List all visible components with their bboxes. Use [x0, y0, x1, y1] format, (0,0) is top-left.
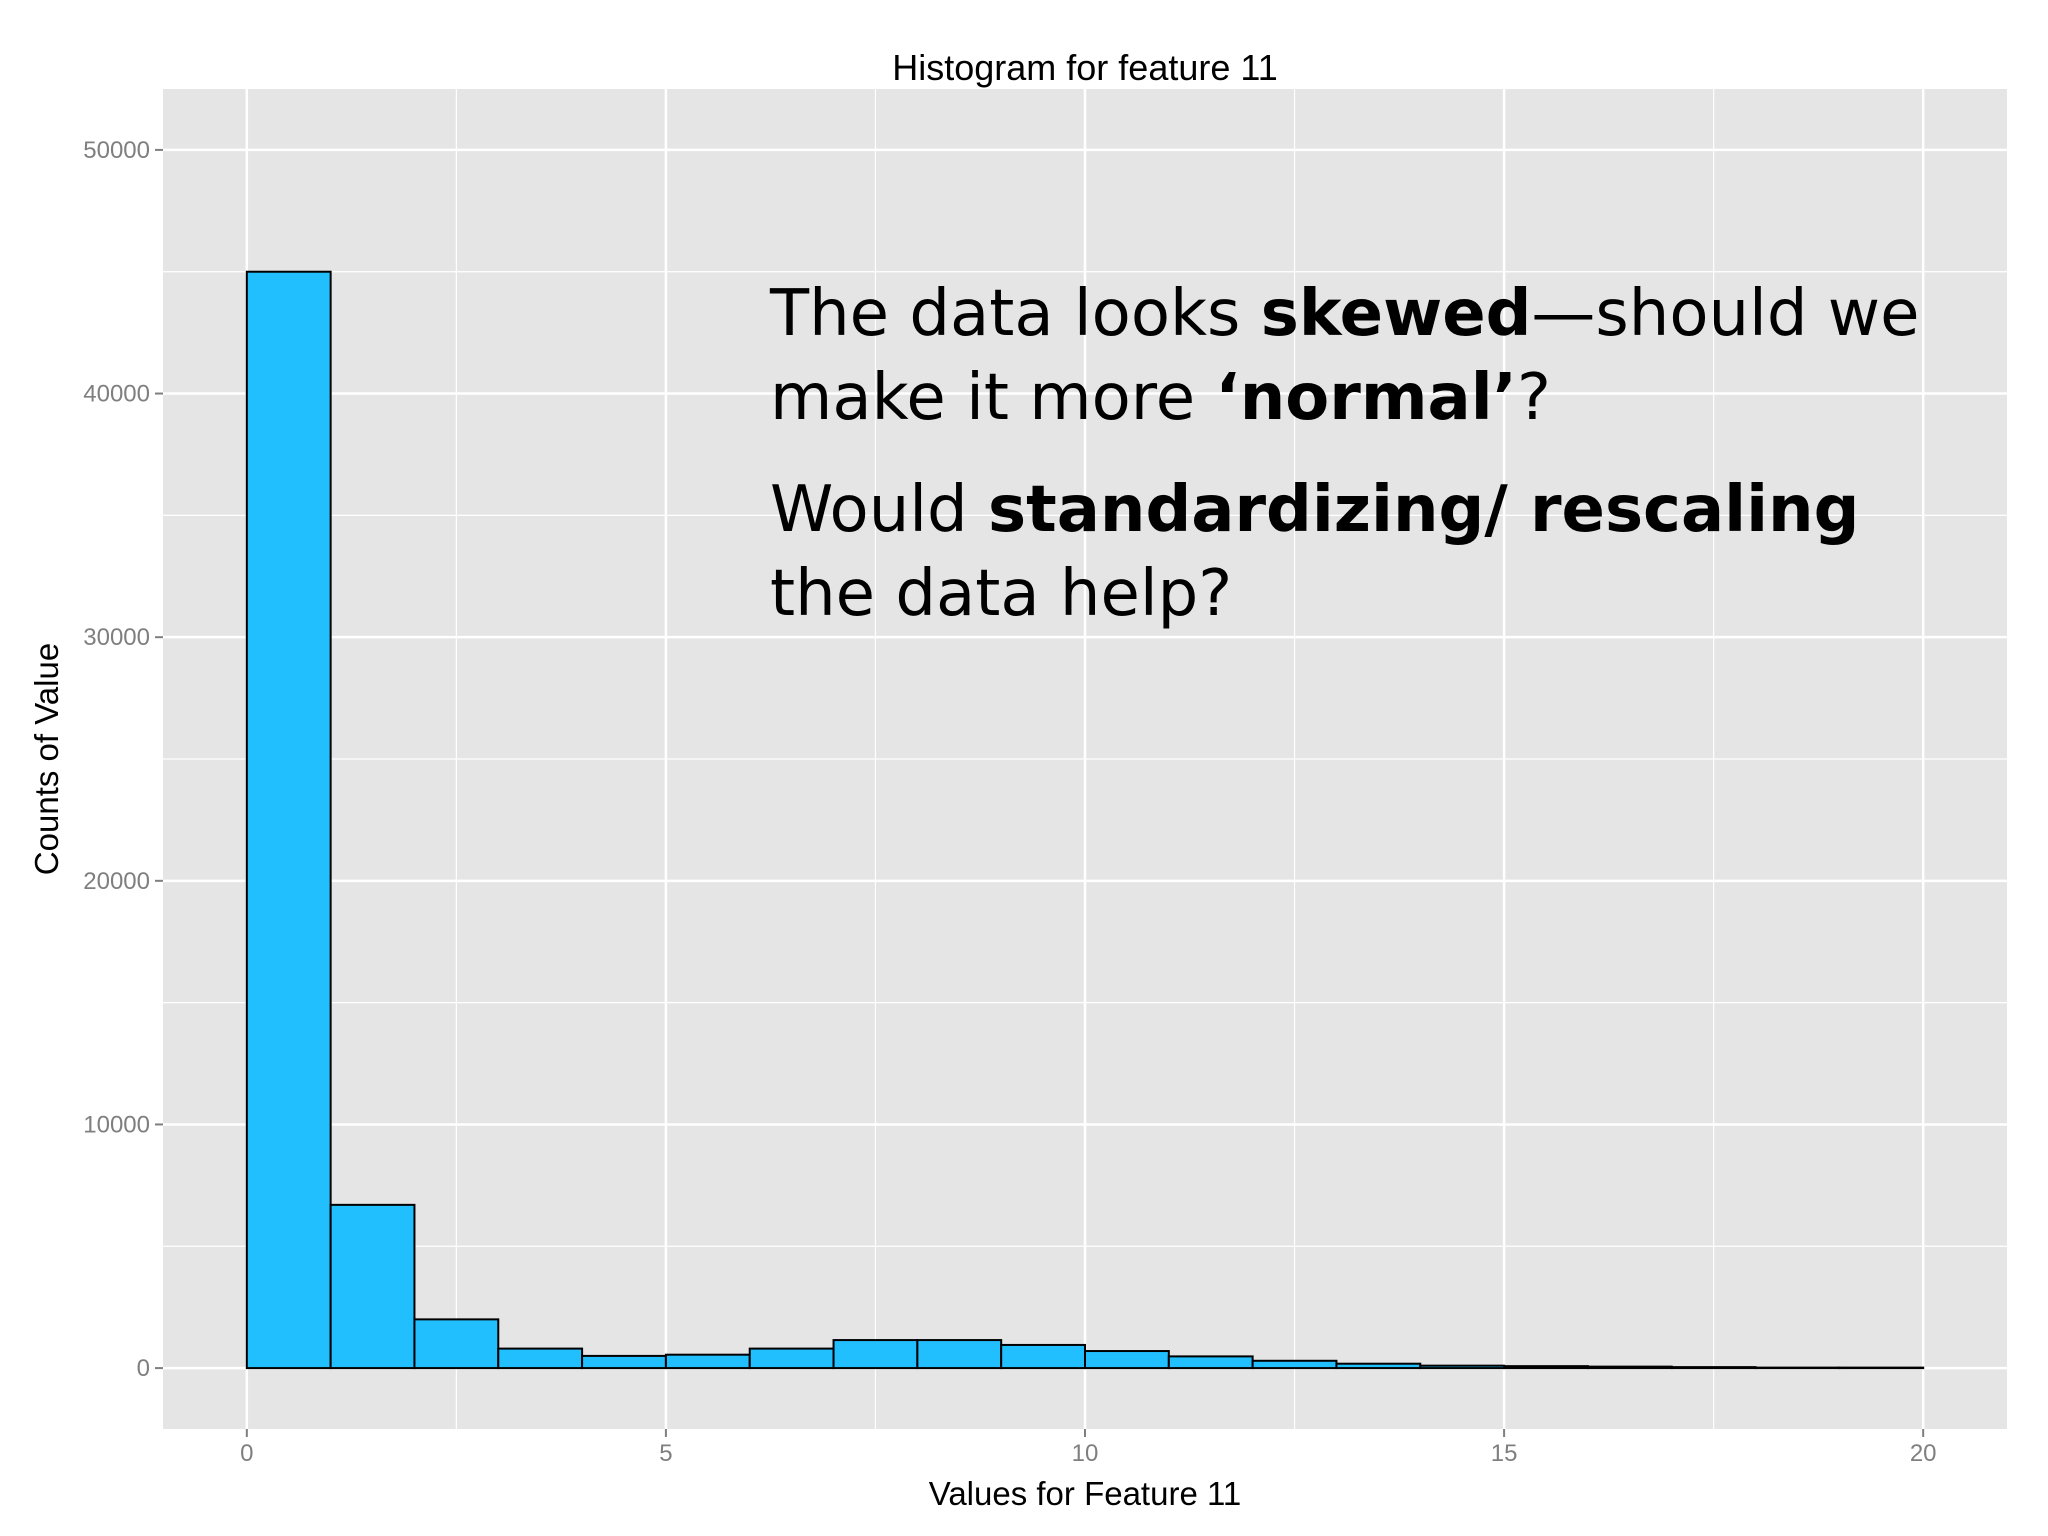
histogram-bar	[1503, 1365, 1589, 1370]
annotation-text: The data looks skewed—should we make it …	[770, 272, 1970, 664]
histogram-bars	[245, 270, 1925, 1370]
histogram-bar	[1838, 1366, 1925, 1370]
y-tick-label: 50000	[83, 137, 150, 164]
histogram-bar	[1419, 1364, 1506, 1370]
histogram-bar	[245, 270, 332, 1370]
histogram-bar	[329, 1203, 416, 1370]
y-tick-label: 0	[137, 1355, 150, 1382]
x-axis-label: Values for Feature 11	[929, 1475, 1241, 1512]
question-text: Would	[770, 473, 988, 547]
x-axis-ticks: 0 5 10 15 20	[240, 1429, 1937, 1467]
emphasis-text: skewed	[1260, 277, 1532, 351]
histogram-bar	[1670, 1366, 1757, 1370]
question-skewed: The data looks skewed—should we make it …	[770, 272, 1970, 440]
y-axis-ticks: 0 10000 20000 30000 40000 50000	[83, 137, 163, 1382]
histogram-bar	[581, 1354, 667, 1370]
histogram-bar	[413, 1318, 500, 1370]
histogram-bar	[916, 1339, 1003, 1370]
x-tick-label: 0	[240, 1440, 253, 1467]
histogram-bar	[1084, 1350, 1170, 1370]
histogram-bar	[1251, 1359, 1338, 1370]
question-text: the data help?	[770, 557, 1233, 631]
question-rescaling: Would standardizing/ rescaling the data …	[770, 468, 1970, 636]
y-tick-label: 40000	[83, 381, 150, 408]
emphasis-text: standardizing/ rescaling	[988, 473, 1860, 547]
histogram-bar	[832, 1339, 919, 1370]
chart-title: Histogram for feature 11	[892, 47, 1278, 88]
x-tick-label: 20	[1910, 1440, 1937, 1467]
histogram-bar	[664, 1353, 751, 1370]
histogram-bar	[1586, 1365, 1673, 1370]
y-axis-label: Counts of Value	[28, 643, 65, 875]
histogram-bar	[1000, 1343, 1087, 1370]
y-tick-label: 10000	[83, 1111, 150, 1138]
histogram-bar	[1167, 1355, 1254, 1370]
histogram-bar	[1754, 1366, 1841, 1370]
histogram-bar	[1335, 1362, 1422, 1370]
question-text: —should we make it more	[770, 277, 1920, 435]
x-tick-label: 15	[1491, 1440, 1518, 1467]
question-text: The data looks	[770, 277, 1261, 351]
emphasis-text: ‘normal’	[1215, 361, 1517, 435]
histogram-bar	[497, 1347, 584, 1370]
x-tick-label: 5	[659, 1440, 672, 1467]
y-tick-label: 30000	[83, 624, 150, 651]
question-text: ?	[1516, 361, 1551, 435]
x-tick-label: 10	[1072, 1440, 1099, 1467]
y-tick-label: 20000	[83, 868, 150, 895]
histogram-bar	[748, 1347, 835, 1370]
